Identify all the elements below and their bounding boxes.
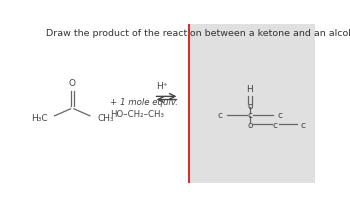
Text: O: O [69, 79, 76, 88]
Text: c: c [247, 111, 252, 120]
Bar [44, 25, 189, 183]
Text: o: o [247, 101, 253, 110]
Text: HO–CH₂–CH₃: HO–CH₂–CH₃ [110, 110, 164, 119]
Text: c: c [300, 120, 305, 129]
Text: c: c [277, 111, 282, 120]
Bar [189, 25, 315, 183]
Text: + 1 mole equiv.: + 1 mole equiv. [110, 97, 178, 106]
Text: o: o [247, 120, 253, 129]
Text: CH₃: CH₃ [97, 114, 114, 123]
Text: c: c [273, 120, 278, 129]
Text: H: H [246, 85, 253, 94]
Text: H₃C: H₃C [31, 114, 47, 123]
Text: Draw the product of the reaction between a ketone and an alcohol. Include all hy: Draw the product of the reaction between… [47, 29, 350, 38]
Text: H⁺: H⁺ [156, 82, 168, 91]
Text: c: c [218, 111, 223, 120]
